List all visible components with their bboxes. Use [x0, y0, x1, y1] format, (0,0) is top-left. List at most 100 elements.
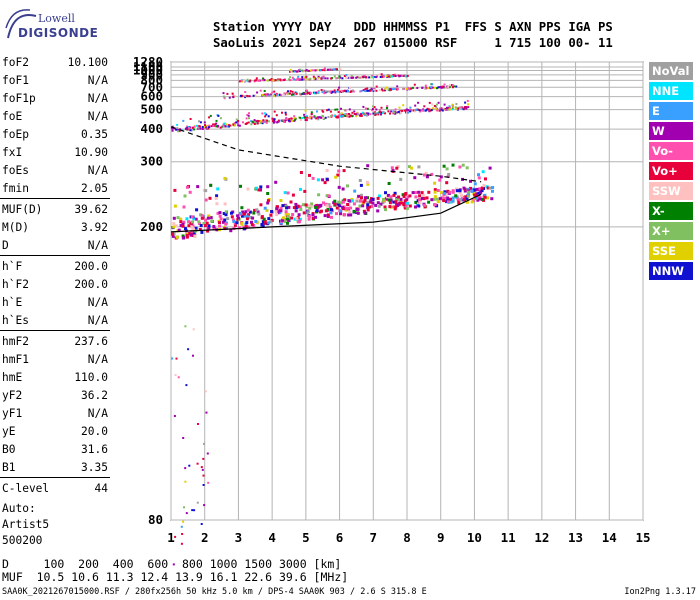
echo-point: [351, 89, 354, 92]
echo-point: [437, 86, 440, 89]
echo-point: [346, 115, 349, 118]
echo-point: [279, 79, 282, 82]
echo-point: [260, 215, 264, 219]
param-label: yF2: [2, 389, 23, 402]
echo-point: [286, 213, 290, 217]
echo-point: [252, 211, 256, 215]
echo-point: [268, 94, 271, 97]
echo-point: [237, 124, 240, 127]
echo-point: [488, 166, 492, 170]
y-tick-label: 600: [140, 89, 163, 104]
x-tick-label: 12: [534, 530, 549, 545]
echo-point: [171, 232, 174, 236]
echo-point: [410, 87, 413, 90]
echo-point: [305, 116, 308, 119]
echo-point: [294, 209, 298, 213]
echo-point: [176, 127, 179, 130]
param-label: hmF1: [2, 353, 29, 366]
echo-point: [323, 181, 327, 185]
axis-layer: 1 2 3 4 5 6 7 8 9 10 11 12 13 14 158020030040050060070…: [133, 54, 651, 545]
echo-point: [427, 190, 431, 194]
param-label: foEp: [2, 128, 29, 141]
echo-point: [381, 197, 385, 201]
echo-point: [337, 200, 341, 204]
echo-point: [404, 206, 407, 210]
echo-point: [295, 217, 299, 220]
param-label: yE: [2, 425, 16, 438]
echo-point: [408, 108, 411, 111]
echo-point: [281, 218, 285, 222]
echo-point: [282, 93, 285, 96]
echo-point: [195, 208, 199, 212]
echo-point: [196, 462, 199, 465]
echo-point: [357, 113, 359, 116]
x-tick-label: 8: [403, 530, 411, 545]
echo-point: [463, 198, 467, 201]
echo-point: [322, 117, 325, 120]
echo-point: [324, 77, 327, 80]
echo-point: [371, 109, 374, 112]
param-row: MUF(D) 39.62: [2, 203, 108, 219]
param-label: foF1: [2, 74, 29, 87]
echo-point: [358, 204, 362, 208]
echo-point: [289, 68, 292, 71]
echo-point: [241, 214, 244, 218]
echo-point: [459, 198, 463, 202]
echo-point: [277, 119, 280, 122]
echo-point: [362, 76, 365, 79]
echo-point: [284, 210, 288, 214]
echo-point: [339, 212, 342, 216]
echo-point: [193, 509, 196, 512]
echo-point: [222, 212, 226, 215]
echo-point: [460, 106, 463, 109]
echo-point: [392, 110, 395, 113]
echo-point: [359, 114, 362, 117]
echo-point: [257, 212, 261, 216]
echo-point: [396, 204, 400, 207]
echo-point: [365, 112, 368, 115]
echo-point: [466, 194, 470, 198]
x-tick-label: 6: [336, 530, 344, 545]
echo-point: [223, 227, 227, 231]
echo-point: [338, 86, 341, 89]
echo-point: [204, 124, 206, 127]
echo-point: [461, 163, 465, 167]
echo-point: [204, 198, 208, 202]
echo-point: [209, 183, 213, 187]
echo-point: [180, 542, 183, 545]
echo-point: [343, 75, 346, 77]
echo-point: [215, 119, 218, 122]
echo-point: [366, 180, 369, 184]
echo-point: [237, 120, 240, 122]
echo-point: [208, 116, 211, 119]
echo-point: [233, 122, 236, 125]
echo-point: [475, 187, 479, 191]
echo-point: [402, 104, 405, 107]
echo-point: [387, 193, 390, 197]
echo-point: [322, 77, 325, 80]
echo-point: [303, 92, 306, 95]
echo-point: [335, 90, 338, 93]
echo-point: [286, 221, 289, 225]
param-row: h`F2 200.0: [2, 278, 108, 294]
echo-point: [341, 115, 344, 117]
param-value: N/A: [87, 74, 108, 87]
echo-point: [299, 187, 302, 191]
echo-point: [276, 79, 279, 82]
echo-point: [353, 189, 357, 193]
echo-point: [200, 214, 204, 218]
echo-point: [179, 224, 183, 227]
echo-point: [176, 216, 180, 220]
echo-point: [378, 194, 381, 198]
echo-point: [394, 75, 397, 77]
echo-point: [306, 78, 309, 81]
echo-point: [427, 108, 430, 111]
echo-point: [292, 206, 296, 210]
echo-point: [297, 213, 301, 217]
echo-point: [341, 187, 345, 191]
echo-point: [203, 224, 207, 228]
grid-layer: [170, 61, 644, 521]
echo-point: [321, 91, 324, 94]
echo-point: [278, 210, 282, 214]
echo-point: [442, 85, 445, 88]
